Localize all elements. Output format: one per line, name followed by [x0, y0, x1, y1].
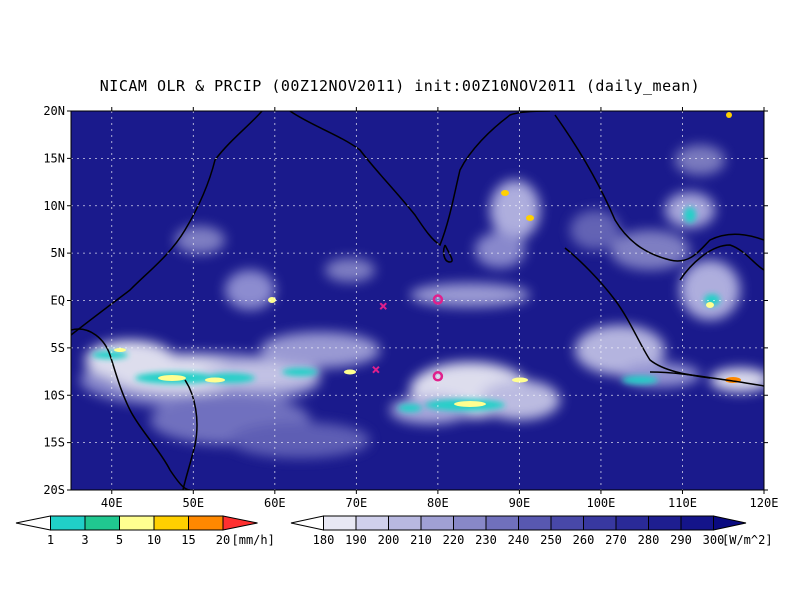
colorbar-unit: [mm/h]	[232, 533, 275, 547]
lat-label: 5S	[51, 341, 65, 355]
colorbar-segment	[153, 515, 189, 531]
colorbar-label: 210	[410, 533, 432, 547]
lon-label: 80E	[427, 496, 449, 510]
olr-cloud-field	[80, 145, 764, 458]
colorbar-segment	[518, 515, 552, 531]
lat-label: 15S	[43, 436, 65, 450]
colorbar-segment	[388, 515, 422, 531]
africa-coast-south	[71, 328, 191, 490]
lat-label: 20N	[43, 104, 65, 118]
colorbar-label: 3	[81, 533, 88, 547]
olr-colorbar: 180 190 200 210 220 230 240 250 260 270 280 290 300[…	[290, 515, 773, 547]
colorbar-segment	[119, 515, 155, 531]
colorbar-label: 20	[216, 533, 230, 547]
colorbar-segment	[648, 515, 682, 531]
cross-marker	[379, 302, 387, 310]
colorbar-segment	[355, 515, 389, 531]
colorbar-label: 260	[573, 533, 595, 547]
lon-label: 70E	[346, 496, 368, 510]
grid-lines	[71, 111, 764, 490]
lat-label: 15N	[43, 151, 65, 165]
colorbar-segment	[323, 515, 357, 531]
colorbar-segment	[84, 515, 120, 531]
colorbar-label: 5	[116, 533, 123, 547]
colorbar-label: 1	[47, 533, 54, 547]
colorbar-right-arrow	[713, 515, 747, 531]
latitude-axis: 20N 15N 10N 5N EQ 5S 10S 15S 20S	[43, 104, 768, 497]
precip-colorbar: 1 3 5 10 15 20 [mm/h]	[15, 515, 275, 547]
colorbar-label: 180	[313, 533, 335, 547]
longitude-axis: 40E 50E 60E 70E 80E 90E 100E 110E 120E	[101, 107, 779, 510]
colorbar-label: 10	[147, 533, 161, 547]
colorbar-segment	[615, 515, 649, 531]
java-coast	[649, 371, 764, 387]
coastlines	[71, 111, 764, 490]
madagascar-coast	[182, 379, 198, 490]
colorbar-segment	[550, 515, 584, 531]
colorbar-left-arrow	[15, 515, 51, 531]
cyclone-circle-marker	[432, 294, 444, 305]
colorbar-label: 230	[475, 533, 497, 547]
sumatra-coast	[564, 247, 711, 379]
colorbar-segment	[680, 515, 714, 531]
colorbar-segment	[420, 515, 454, 531]
colorbar-label: 240	[508, 533, 530, 547]
borneo-coast	[679, 244, 764, 281]
colorbar-label: 220	[443, 533, 465, 547]
lon-label: 60E	[264, 496, 286, 510]
colorbar-segment	[188, 515, 224, 531]
colorbar-label: 15	[181, 533, 195, 547]
lon-label: 110E	[668, 496, 697, 510]
map-title: NICAM OLR & PRCIP (00Z12NOV2011) init:00…	[99, 77, 701, 95]
cyclone-circle-marker	[432, 371, 444, 382]
colorbar-segment	[583, 515, 617, 531]
colorbar-left-arrow	[290, 515, 324, 531]
colorbar-segment	[453, 515, 487, 531]
colorbar-label: 300	[703, 533, 725, 547]
lon-label: 40E	[101, 496, 123, 510]
colorbar-label: 190	[345, 533, 367, 547]
lat-label: 20S	[43, 483, 65, 497]
india-coast	[289, 111, 551, 247]
colorbar-label: 280	[638, 533, 660, 547]
lon-label: 120E	[750, 496, 779, 510]
southeast-asia-coast	[554, 114, 764, 262]
colorbar-label: 290	[670, 533, 692, 547]
lon-label: 90E	[509, 496, 531, 510]
colorbar-segment	[50, 515, 86, 531]
colorbar-label: 200	[378, 533, 400, 547]
cross-marker	[372, 365, 380, 374]
lon-label: 100E	[586, 496, 615, 510]
lat-label: 5N	[51, 246, 65, 260]
africa-east-coast	[71, 111, 263, 336]
lat-label: 10N	[43, 199, 65, 213]
lat-label: 10S	[43, 388, 65, 402]
colorbar-segment	[485, 515, 519, 531]
lat-label: EQ	[51, 294, 65, 308]
colorbar-label: 270	[605, 533, 627, 547]
colorbar-unit: [W/m^2]	[722, 533, 773, 547]
colorbar-right-arrow	[222, 515, 258, 531]
lon-label: 50E	[182, 496, 204, 510]
storm-markers	[372, 294, 444, 382]
colorbar-label: 250	[540, 533, 562, 547]
